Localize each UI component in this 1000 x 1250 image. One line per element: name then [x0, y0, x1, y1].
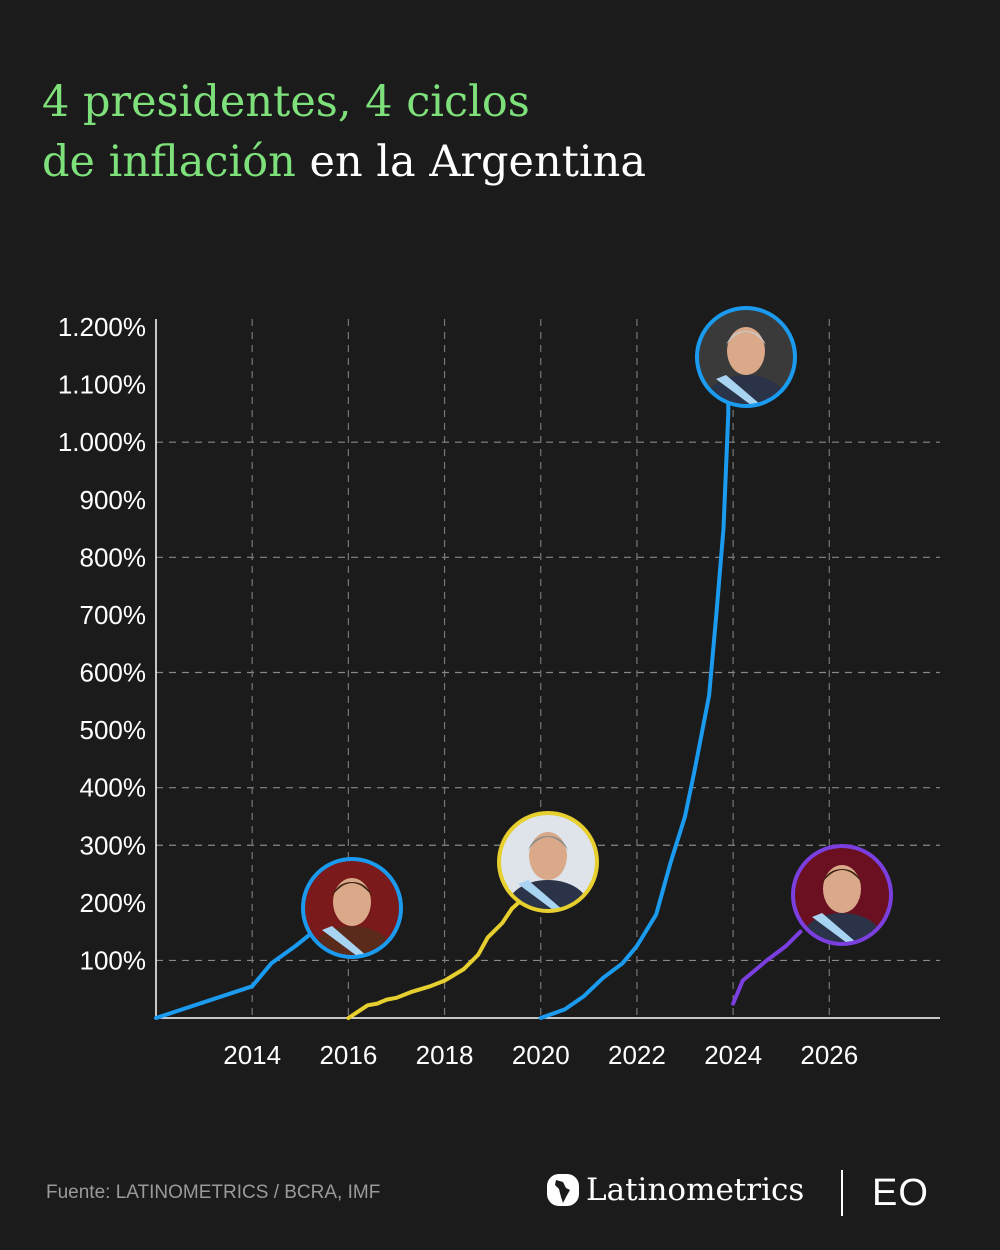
- title-line2-rest: en la Argentina: [295, 137, 647, 187]
- series-line-4: [731, 929, 803, 1006]
- series-line-2: [346, 898, 524, 1020]
- logo-divider: [841, 1170, 843, 1216]
- latinometrics-logo: Latinometrics: [546, 1172, 804, 1208]
- series-line-1: [154, 932, 312, 1020]
- y-tick-label: 400%: [80, 773, 147, 803]
- y-tick-label: 600%: [80, 658, 147, 688]
- brand-name: Latinometrics: [586, 1172, 805, 1208]
- x-tick-label: 2020: [512, 1040, 570, 1070]
- title-line1: 4 presidentes, 4 ciclos: [42, 77, 530, 127]
- title-line2-highlight: de inflación: [42, 137, 296, 187]
- series-line-3: [538, 371, 731, 1020]
- y-tick-label: 200%: [80, 888, 147, 918]
- president-photo: [497, 811, 599, 913]
- page-title: 4 presidentes, 4 ciclos de inflación en …: [42, 72, 646, 192]
- x-tick-label: 2014: [223, 1040, 281, 1070]
- president-photo: [301, 857, 403, 959]
- x-tick-label: 2026: [800, 1040, 858, 1070]
- latin-america-map-icon: [547, 1174, 579, 1206]
- partner-logo: EO: [872, 1172, 929, 1214]
- x-tick-label: 2022: [608, 1040, 666, 1070]
- y-tick-label: 1.100%: [58, 370, 146, 400]
- y-tick-label: 300%: [80, 830, 147, 860]
- x-tick-label: 2024: [704, 1040, 762, 1070]
- source-note: Fuente: LATINOMETRICS / BCRA, IMF: [46, 1182, 381, 1203]
- y-tick-label: 100%: [80, 945, 147, 975]
- y-tick-label: 700%: [80, 600, 147, 630]
- y-tick-label: 1.000%: [58, 427, 146, 457]
- president-photo: [695, 306, 797, 408]
- president-photo: [791, 844, 893, 946]
- x-tick-label: 2016: [319, 1040, 377, 1070]
- y-tick-label: 1.200%: [58, 312, 146, 342]
- x-tick-label: 2018: [416, 1040, 474, 1070]
- y-tick-label: 500%: [80, 715, 147, 745]
- y-tick-label: 900%: [80, 485, 147, 515]
- y-tick-label: 800%: [80, 542, 147, 572]
